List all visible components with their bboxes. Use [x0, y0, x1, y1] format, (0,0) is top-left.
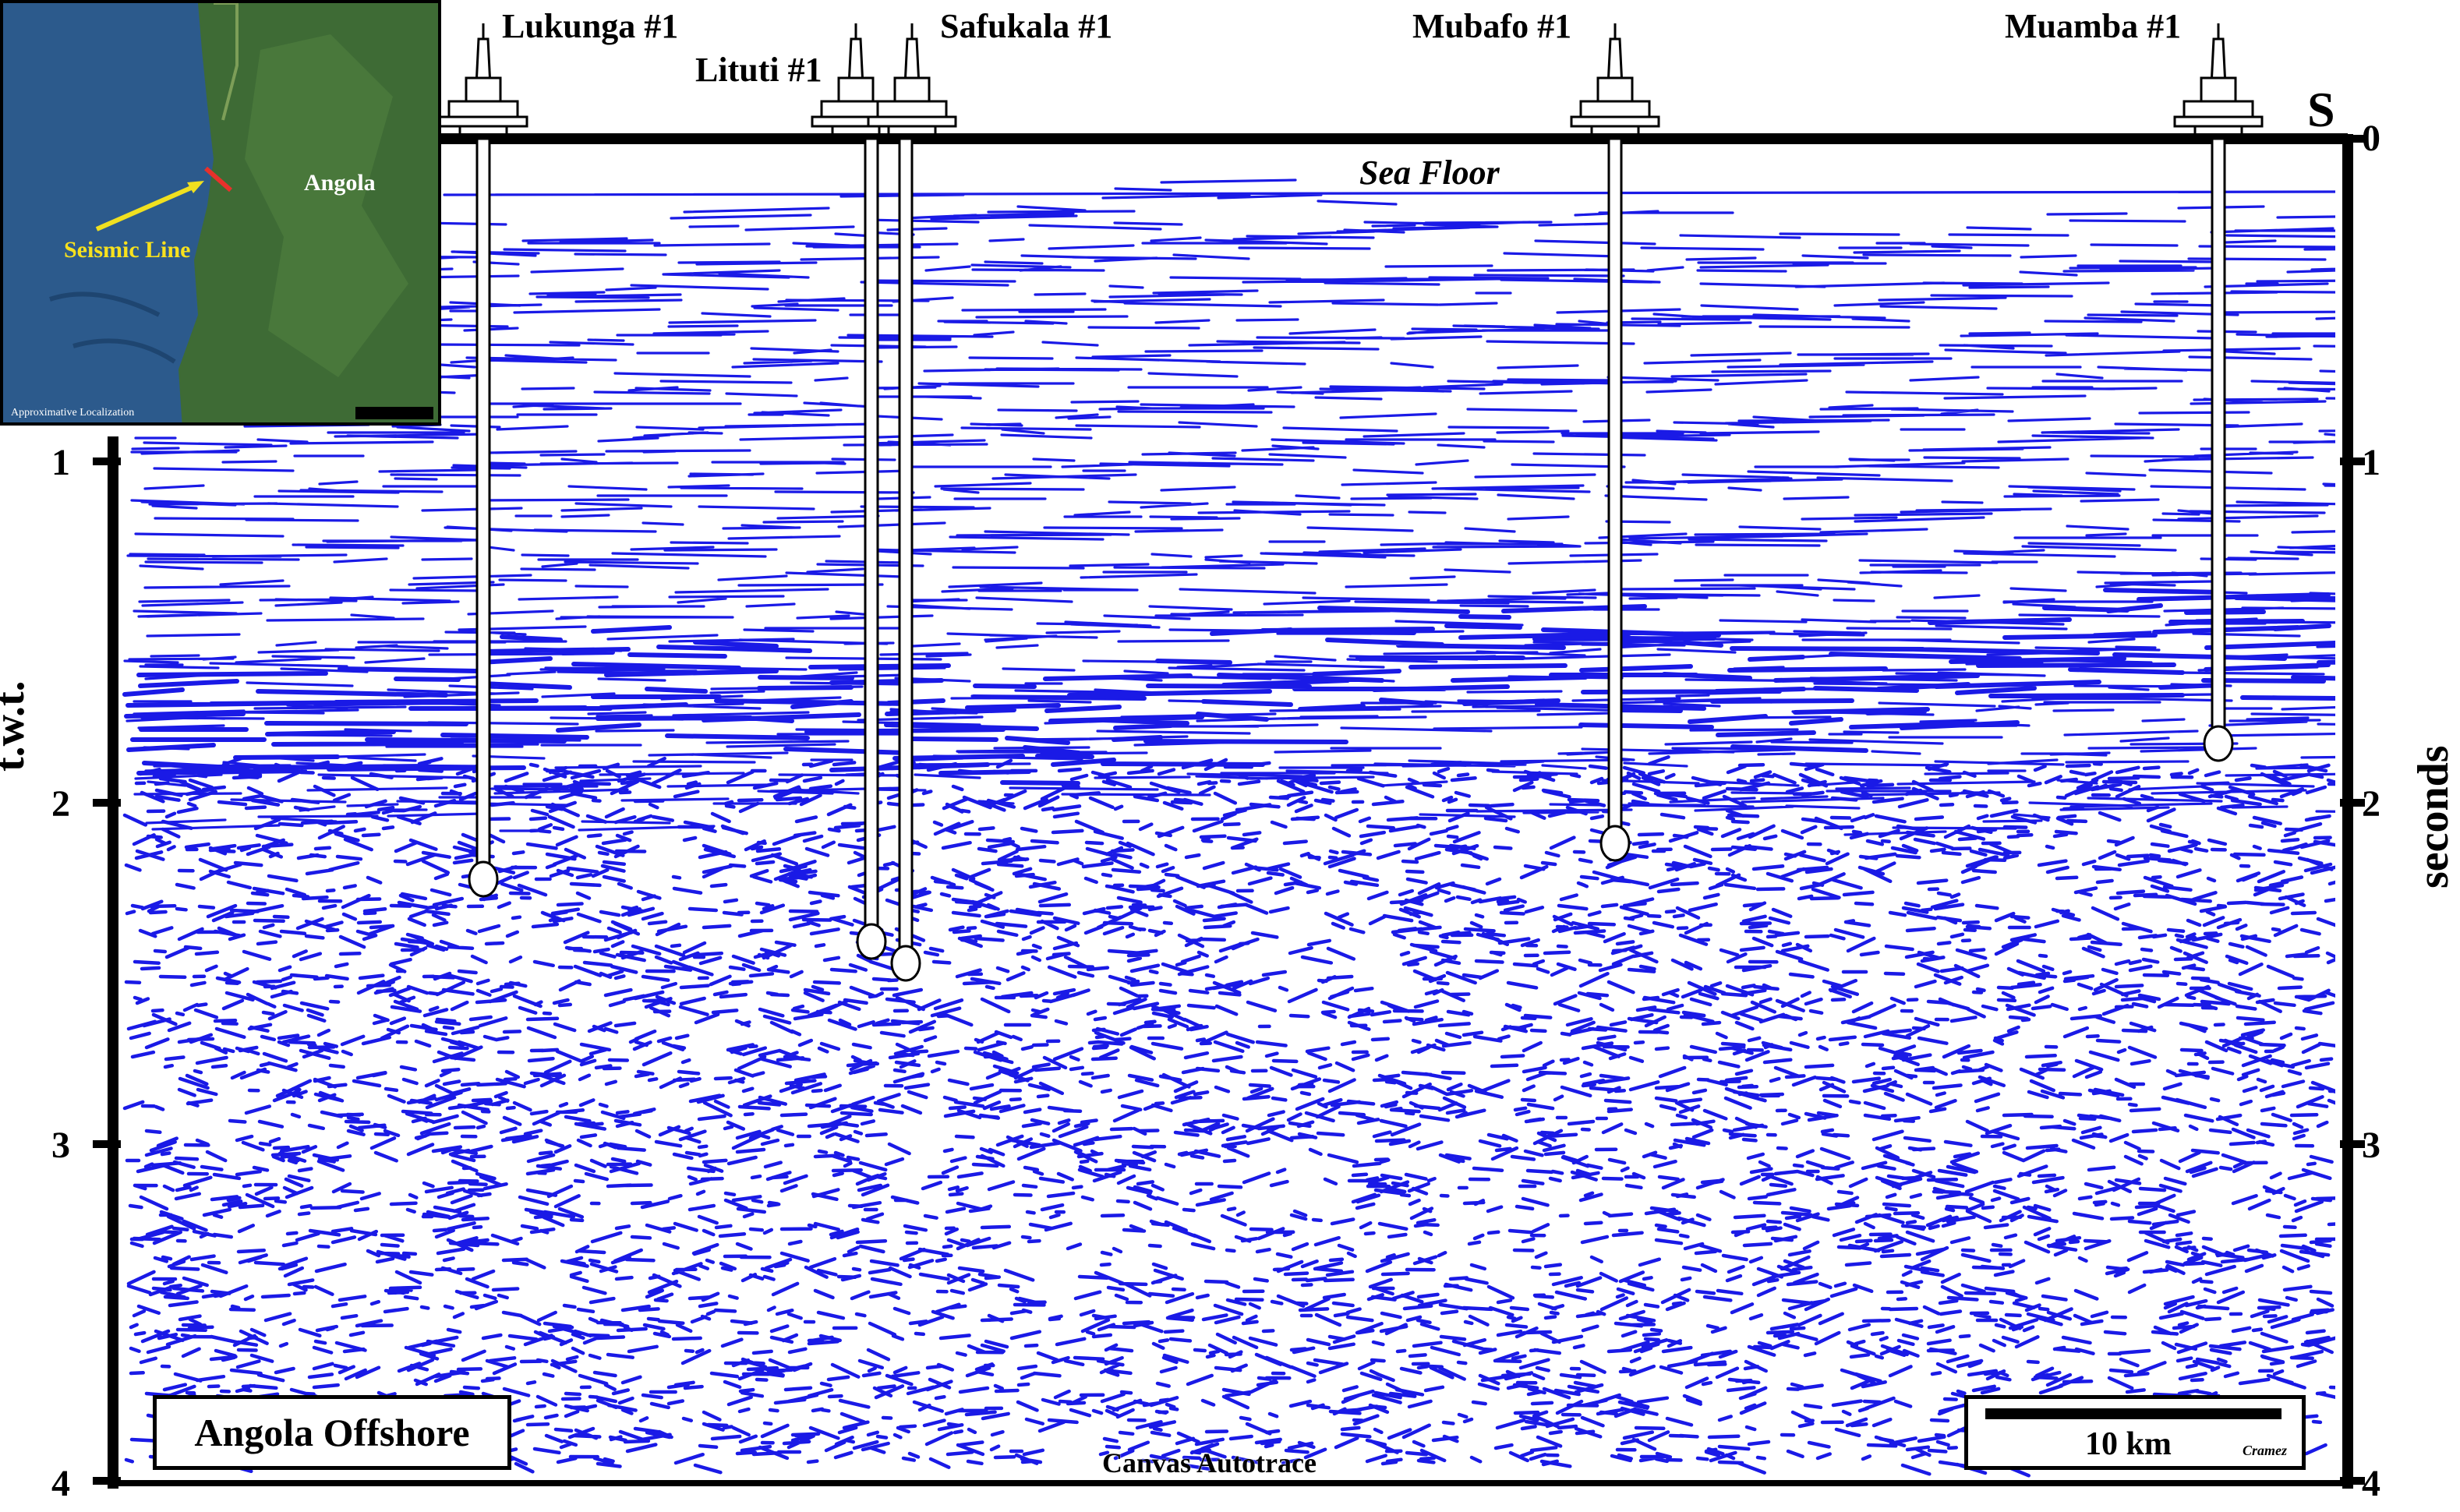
left-tick-1: 1	[51, 442, 70, 483]
right-tick-0: 0	[2362, 118, 2380, 159]
well-0	[438, 23, 528, 898]
inset-footer-scalebar	[355, 407, 433, 419]
reflectors-deep	[122, 755, 2335, 1478]
well-markers	[438, 23, 2264, 982]
oil-platform-icon	[867, 23, 957, 139]
well-label-muamba: Muamba #1	[2005, 7, 2182, 45]
inset-country-label: Angola	[304, 170, 376, 196]
right-tick-2: 2	[2362, 783, 2380, 825]
inset-map-graphic	[3, 3, 438, 422]
author-signature: Cramez	[2243, 1443, 2288, 1458]
location-inset-map: Angola Seismic Line Approximative Locali…	[0, 0, 441, 426]
well-label-lituti: Lituti #1	[695, 51, 822, 89]
well-label-safukala: Safukala #1	[940, 7, 1113, 45]
right-tick-1: 1	[2362, 442, 2380, 483]
right-tick-4: 4	[2362, 1463, 2380, 1504]
well-td-marker	[468, 860, 499, 898]
inset-ocean-relief	[49, 291, 176, 364]
inset-arrow	[95, 183, 198, 231]
axis-ticks	[93, 135, 2365, 1485]
oil-platform-icon	[1570, 23, 1660, 139]
well-3	[1570, 23, 1660, 862]
direction-label: S	[2307, 82, 2335, 137]
left-axis-title: t.w.t.	[0, 680, 34, 772]
left-tick-2: 2	[51, 783, 70, 825]
oil-platform-icon	[438, 23, 528, 139]
borehole	[475, 137, 491, 873]
well-1	[811, 23, 901, 960]
well-2	[867, 23, 957, 982]
well-label-lukunga: Lukunga #1	[502, 7, 679, 45]
right-tick-3: 3	[2362, 1125, 2380, 1166]
sea-floor-label: Sea Floor	[1359, 154, 1500, 192]
well-td-marker	[2203, 725, 2234, 762]
well-td-marker	[890, 945, 921, 982]
borehole	[898, 137, 914, 957]
oil-platform-icon	[2173, 23, 2264, 139]
inset-land-relief	[245, 34, 408, 377]
well-4	[2173, 23, 2264, 762]
left-tick-3: 3	[51, 1125, 70, 1166]
borehole	[1607, 137, 1623, 837]
well-label-mubafo: Mubafo #1	[1412, 7, 1572, 45]
inset-coast-highlight	[214, 3, 239, 121]
left-tick-4: 4	[51, 1463, 70, 1504]
borehole	[2211, 137, 2226, 737]
scale-bar	[1985, 1408, 2282, 1419]
inset-line-label: Seismic Line	[64, 237, 191, 263]
area-label: Angola Offshore	[194, 1411, 470, 1454]
inset-arrow-head	[187, 181, 204, 193]
inset-footer-left: Approximative Localization	[11, 407, 135, 419]
inset-seismic-line	[204, 166, 232, 193]
area-label-box: Angola Offshore	[153, 1395, 511, 1470]
scale-box: 10 km Cramez	[1964, 1395, 2306, 1470]
right-axis-title: seconds	[2409, 745, 2458, 888]
well-td-marker	[1599, 825, 1631, 862]
well-td-marker	[856, 923, 887, 960]
seismic-reflectors	[122, 178, 2335, 1478]
canvas-autotrace-label: Canvas Autotrace	[1102, 1447, 1317, 1478]
borehole	[864, 137, 879, 935]
scale-label: 10 km	[2085, 1426, 2172, 1462]
reflectors-horizon	[122, 588, 2335, 786]
